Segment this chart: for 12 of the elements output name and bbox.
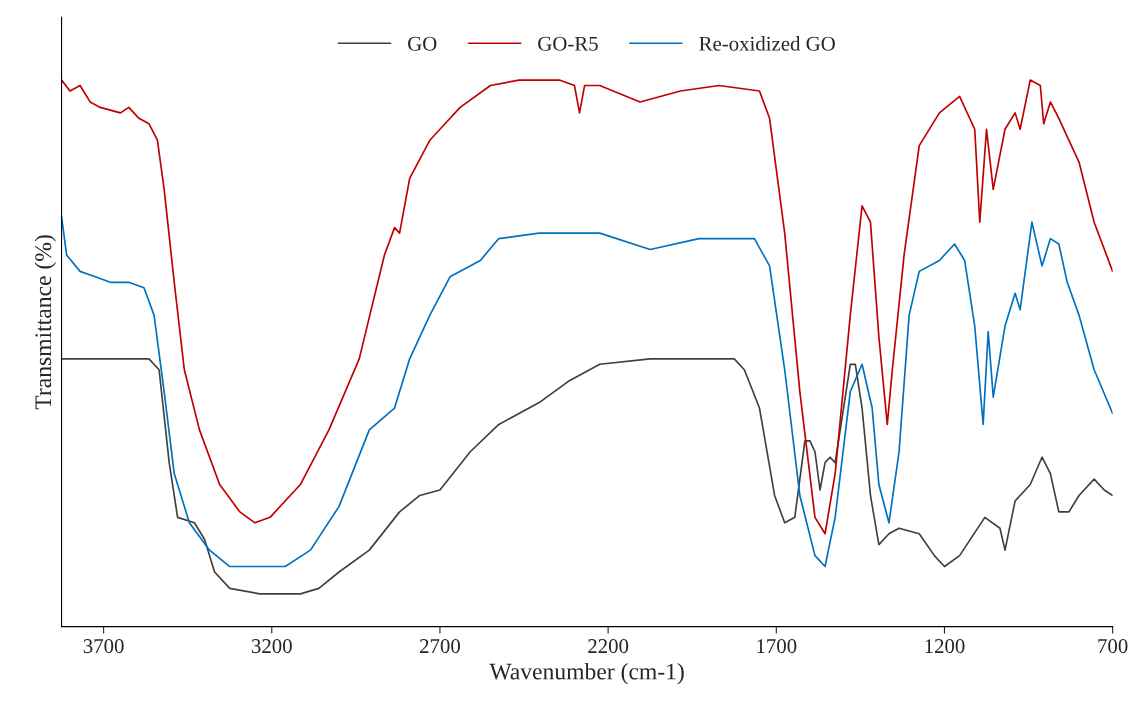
legend-label: Re-oxidized GO <box>699 36 835 51</box>
x-axis-title: Wavenumber (cm-1) <box>489 662 684 685</box>
legend-label: GO <box>408 36 437 51</box>
x-tick-label: 1700 <box>757 639 797 654</box>
x-tick-label: 700 <box>1098 639 1128 654</box>
x-tick-label: 3700 <box>83 639 124 654</box>
x-tick-label: 2200 <box>588 639 629 654</box>
legend-label: GO-R5 <box>538 36 598 51</box>
x-tick-label: 3200 <box>251 639 292 654</box>
x-tick-label: 1200 <box>925 639 965 654</box>
x-tick-label: 2700 <box>420 639 460 654</box>
y-axis-title: Transmittance (%) <box>34 235 56 410</box>
